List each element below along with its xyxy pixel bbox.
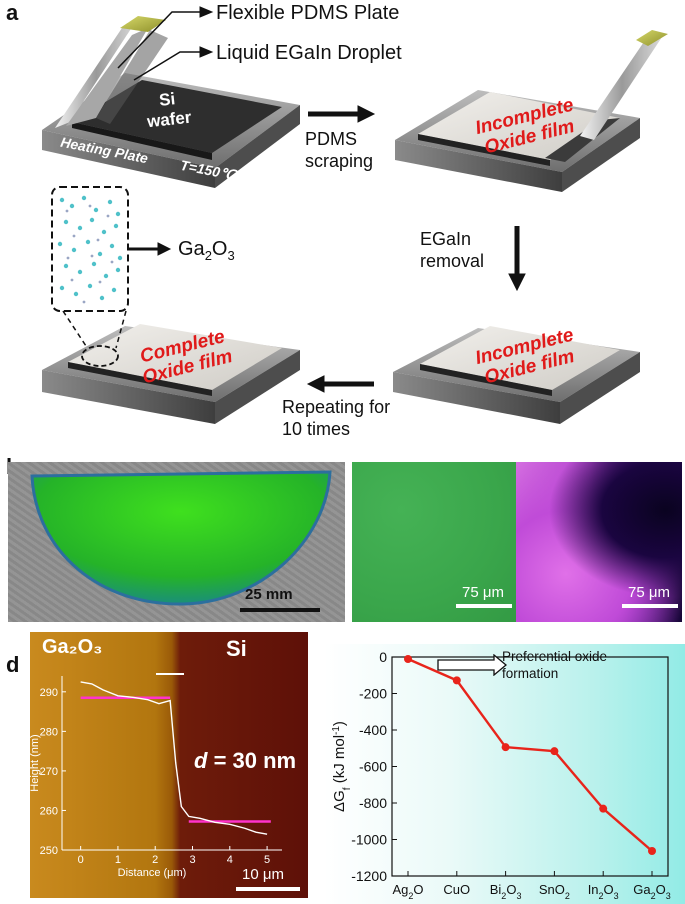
panel-b-scalebar: [240, 608, 320, 612]
step3-line2: 10 times: [282, 419, 351, 439]
gibbs-data-point: [599, 804, 608, 813]
profile-y-tick-label: 260: [40, 805, 58, 817]
profile-x-tick-label: 2: [152, 854, 158, 866]
afm-thickness-symbol: d: [194, 748, 208, 773]
gibbs-y-tick-label: -400: [359, 722, 387, 738]
gibbs-y-axis-label: ΔGf (kJ mol-1): [331, 721, 353, 812]
panel-b-scale-label: 25 mm: [245, 586, 293, 603]
gibbs-y-tick-label: -1000: [351, 832, 387, 848]
ga2o3-ga: Ga: [178, 238, 205, 260]
device-incomplete-2: [393, 326, 640, 424]
panel-e-background: [324, 644, 685, 904]
device-scraping: [42, 16, 300, 188]
profile-x-tick-label: 1: [115, 854, 121, 866]
ga2o3-label: Ga2O3: [178, 238, 235, 263]
step1-line1: PDMS: [305, 129, 358, 149]
profile-y-tick-label: 250: [40, 845, 58, 857]
profile-x-tick-label: 3: [189, 854, 195, 866]
gibbs-y-tick-label: -800: [359, 795, 387, 811]
hollow-arrow-icon: [437, 653, 508, 677]
step1-line2: scraping: [305, 151, 374, 171]
profile-x-tick-label: 0: [78, 854, 84, 866]
afm-left-material: Ga₂O₃: [42, 636, 103, 658]
afm-thickness-value: = 30 nm: [207, 748, 297, 773]
profile-y-tick-label: 270: [40, 766, 58, 778]
gibbs-x-tick-label: In2O3: [588, 882, 619, 901]
gibbs-x-tick-label: SnO2: [539, 882, 570, 901]
micrograph-green: [352, 462, 516, 622]
annotation-line1: Preferential oxide: [502, 649, 608, 664]
panel-a-illustration: [42, 6, 668, 424]
panel-c-right-scale-label: 75 μm: [628, 584, 670, 601]
step-egain-removal: EGaIn removal: [420, 228, 484, 272]
afm-thickness-label: d = 30 nm: [194, 748, 296, 774]
ga2o3-sub2: 3: [227, 248, 235, 263]
profile-y-tick-label: 290: [40, 687, 58, 699]
gibbs-y-tick-label: -200: [359, 686, 387, 702]
gibbs-data-point: [648, 846, 656, 855]
callout-pdms-plate: Flexible PDMS Plate: [216, 2, 400, 24]
micrograph-purple: [516, 462, 682, 622]
ga2o3-zoom-inset: [51, 186, 129, 349]
gibbs-x-tick-label: Ag2O: [392, 882, 423, 901]
gibbs-y-tick-label: -1200: [351, 868, 387, 884]
gibbs-x-tick-label: Ga2O3: [633, 882, 671, 901]
panel-c-right-scalebar: [622, 604, 678, 608]
process-arrows: [117, 6, 526, 393]
annotation-line2: formation: [502, 666, 559, 681]
profile-y-axis-label: Height (nm): [29, 734, 41, 791]
step-repeating: Repeating for 10 times: [282, 396, 390, 440]
profile-x-axis-label: Distance (μm): [118, 867, 187, 879]
gibbs-data-point: [550, 747, 559, 756]
preferential-arrow: [436, 653, 508, 681]
afm-right-material: Si: [226, 636, 247, 661]
profile-series-line: [80, 681, 268, 835]
gibbs-x-tick-label: Bi2O3: [490, 882, 522, 901]
gibbs-data-point: [452, 676, 461, 685]
step3-line1: Repeating for: [282, 397, 391, 417]
step2-line2: removal: [420, 251, 485, 271]
panel-d-label: d: [6, 652, 20, 677]
step2-line1: EGaIn: [420, 229, 472, 249]
gibbs-data-point: [404, 655, 412, 664]
afm-image: [30, 632, 308, 898]
gibbs-series-line: [407, 657, 653, 852]
gibbs-y-tick-label: 0: [379, 649, 387, 665]
gibbs-data-point: [501, 743, 510, 752]
device-incomplete-1: [395, 30, 668, 192]
device-complete: [42, 324, 300, 424]
gibbs-x-tick-label: CuO: [443, 882, 470, 897]
profile-y-tick-label: 280: [40, 726, 58, 738]
step-pdms-scraping: PDMS scraping: [305, 128, 373, 172]
preferential-annotation: Preferential oxide formation: [502, 648, 607, 682]
profile-x-tick-label: 4: [227, 854, 233, 866]
gibbs-plot-frame: [391, 656, 669, 877]
panel-c-left-scale-label: 75 μm: [462, 584, 504, 601]
wafer-photo: [8, 462, 345, 622]
gibbs-y-tick-label: -600: [359, 759, 387, 775]
profile-x-tick-label: 5: [264, 854, 270, 866]
afm-scan-marker: [156, 673, 184, 675]
ga2o3-sub1: 2: [204, 248, 212, 263]
ga2o3-o: O: [211, 238, 228, 260]
panel-a-label: a: [6, 0, 19, 25]
panel-c-left-scalebar: [456, 604, 512, 608]
panel-d-scalebar: [236, 887, 300, 891]
wafer-photo-svg: [30, 470, 332, 606]
callout-egain-droplet: Liquid EGaIn Droplet: [216, 42, 402, 64]
panel-d-scale-label: 10 μm: [242, 866, 284, 883]
